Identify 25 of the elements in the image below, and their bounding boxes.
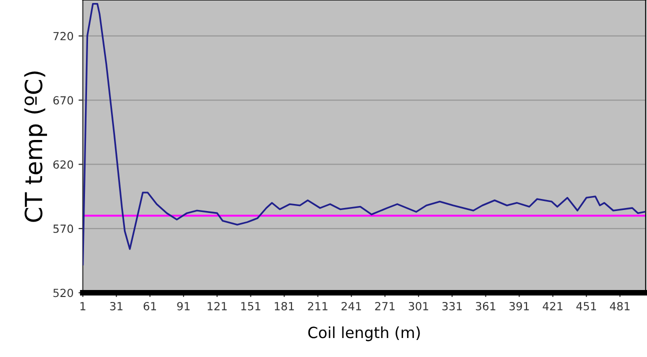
y-axis-title: CT temp (ºC) — [24, 72, 48, 222]
x-tick-label: 181 — [274, 302, 294, 310]
x-tick-label: 481 — [610, 302, 630, 310]
y-tick-label: 720 — [53, 32, 74, 40]
x-tick-label: 241 — [342, 302, 361, 310]
x-tick-label: 151 — [241, 302, 260, 310]
x-tick-label: 271 — [375, 302, 395, 310]
y-tick-label: 620 — [53, 160, 74, 169]
x-tick-label: 1 — [80, 302, 86, 310]
line-series — [82, 3, 646, 266]
y-tick-label: 670 — [53, 96, 74, 105]
x-tick-label: 61 — [144, 302, 156, 310]
x-tick-label: 361 — [476, 302, 496, 310]
x-tick-label: 421 — [542, 302, 562, 310]
x-tick-label: 121 — [208, 302, 227, 310]
x-axis-title: Coil length (m) — [308, 326, 420, 342]
x-tick-label: 451 — [576, 302, 596, 310]
y-tick-label: 570 — [53, 224, 74, 233]
x-tick-label: 91 — [177, 302, 190, 310]
x-tick-label: 391 — [509, 302, 529, 310]
y-tick-label: 520 — [53, 288, 74, 298]
x-tick-label: 331 — [442, 302, 462, 310]
x-tick-label: 301 — [408, 302, 428, 310]
x-tick-label: 211 — [308, 302, 328, 310]
x-tick-label: 31 — [110, 302, 122, 310]
